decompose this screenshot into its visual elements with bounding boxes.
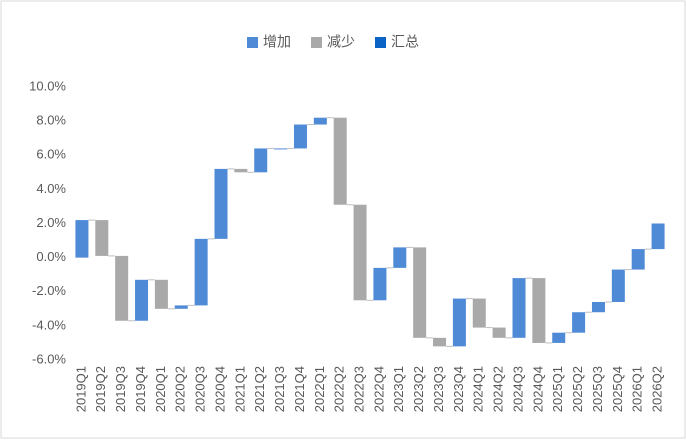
x-tick-label: 2024Q2 — [491, 366, 506, 412]
y-tick-label: 10.0% — [29, 78, 66, 93]
x-tick-label: 2024Q4 — [530, 366, 545, 412]
bar — [373, 267, 387, 301]
x-tick-label: 2025Q2 — [570, 366, 585, 412]
x-tick-label: 2023Q2 — [411, 366, 426, 412]
x-tick-label: 2023Q1 — [391, 366, 406, 412]
bar — [75, 220, 89, 258]
legend-swatch — [375, 37, 386, 48]
legend-swatch — [311, 37, 322, 48]
bar — [532, 278, 546, 343]
x-tick-label: 2026Q2 — [650, 366, 665, 412]
bar — [154, 279, 168, 309]
legend-label: 汇总 — [391, 34, 419, 50]
x-tick-label: 2020Q1 — [153, 366, 168, 412]
bar — [254, 148, 268, 173]
bar — [95, 220, 109, 256]
x-tick-label: 2025Q1 — [550, 366, 565, 412]
bar — [611, 269, 625, 302]
x-tick-label: 2021Q3 — [272, 366, 287, 412]
bar — [393, 247, 407, 268]
y-tick-label: 6.0% — [36, 147, 66, 162]
bar — [452, 298, 466, 347]
x-tick-label: 2020Q3 — [193, 366, 208, 412]
x-tick-label: 2022Q4 — [371, 366, 386, 412]
bar — [631, 249, 645, 270]
bar — [214, 168, 228, 239]
y-tick-label: 4.0% — [36, 181, 66, 196]
bar — [174, 305, 188, 309]
y-tick-label: 0.0% — [36, 249, 66, 264]
x-tick-label: 2019Q1 — [73, 366, 88, 412]
x-tick-label: 2024Q1 — [471, 366, 486, 412]
bar — [274, 148, 288, 150]
bar — [135, 279, 149, 321]
x-tick-label: 2021Q2 — [252, 366, 267, 412]
bar — [293, 124, 307, 149]
x-tick-label: 2026Q1 — [630, 366, 645, 412]
bar — [591, 301, 605, 313]
x-tick-label: 2025Q3 — [590, 366, 605, 412]
legend-label: 减少 — [327, 34, 355, 50]
bar — [512, 278, 526, 338]
x-tick-label: 2023Q3 — [431, 366, 446, 412]
x-tick-label: 2021Q1 — [232, 366, 247, 412]
bar — [413, 247, 427, 338]
x-tick-label: 2021Q4 — [292, 366, 307, 412]
x-tick-label: 2019Q4 — [133, 366, 148, 412]
bar — [194, 238, 208, 306]
bar — [234, 168, 248, 173]
x-tick-label: 2022Q3 — [352, 366, 367, 412]
bar — [651, 223, 665, 250]
bar — [572, 312, 586, 333]
bar — [433, 337, 447, 347]
legend-swatch — [247, 37, 258, 48]
bar — [353, 204, 367, 301]
x-tick-label: 2022Q2 — [332, 366, 347, 412]
bar — [552, 332, 566, 343]
bar — [492, 327, 506, 338]
y-tick-label: -2.0% — [32, 283, 66, 298]
x-tick-label: 2023Q4 — [451, 366, 466, 412]
x-tick-label: 2019Q2 — [93, 366, 108, 412]
y-tick-label: 2.0% — [36, 215, 66, 230]
bar — [115, 255, 129, 321]
x-tick-label: 2022Q1 — [312, 366, 327, 412]
x-tick-label: 2019Q3 — [113, 366, 128, 412]
y-tick-label: -6.0% — [32, 351, 66, 366]
x-tick-label: 2024Q3 — [510, 366, 525, 412]
y-tick-label: 8.0% — [36, 113, 66, 128]
bar — [313, 117, 327, 125]
bar — [333, 117, 347, 205]
y-tick-label: -4.0% — [32, 317, 66, 332]
x-tick-label: 2020Q4 — [212, 366, 227, 412]
x-tick-label: 2025Q4 — [610, 366, 625, 412]
x-tick-label: 2020Q2 — [173, 366, 188, 412]
bar — [472, 298, 486, 328]
legend-label: 增加 — [263, 34, 291, 50]
